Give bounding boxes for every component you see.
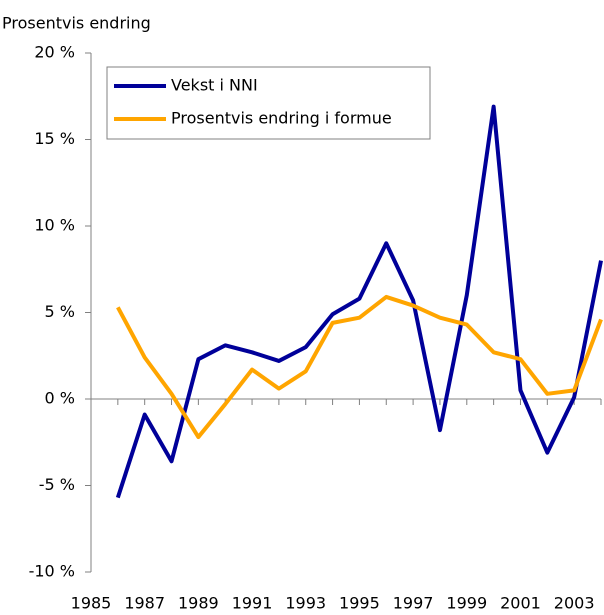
x-tick-label: 2001 [500, 594, 541, 613]
y-tick-label: 0 % [45, 389, 75, 408]
y-tick-label: 15 % [34, 129, 75, 148]
y-tick-label: -5 % [39, 475, 75, 494]
x-tick-label: 1985 [71, 594, 112, 613]
legend-label: Vekst i NNI [171, 76, 258, 95]
x-tick-label: 1987 [124, 594, 165, 613]
x-tick-label: 1995 [339, 594, 380, 613]
legend-label: Prosentvis endring i formue [171, 109, 392, 128]
x-tick-label: 1999 [446, 594, 487, 613]
y-tick-label: 20 % [34, 43, 75, 62]
legend-box [106, 66, 431, 140]
x-tick-label: 1993 [285, 594, 326, 613]
line-series [115, 104, 603, 499]
y-tick-label: 5 % [45, 302, 75, 321]
x-tick-label: 1991 [232, 594, 273, 613]
y-tick-label: -10 % [29, 562, 75, 581]
y-tick-label: 10 % [34, 216, 75, 235]
x-tick-label: 1997 [393, 594, 434, 613]
x-tick-label: 2003 [554, 594, 595, 613]
x-tick-label: 1989 [178, 594, 219, 613]
line-series [116, 294, 603, 440]
y-axis-label: Prosentvis endring [2, 14, 151, 33]
